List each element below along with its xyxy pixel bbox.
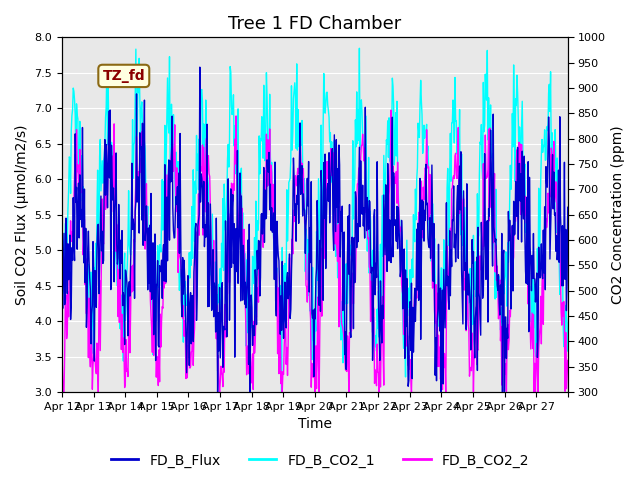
Title: Tree 1 FD Chamber: Tree 1 FD Chamber <box>228 15 401 33</box>
X-axis label: Time: Time <box>298 418 332 432</box>
Legend: FD_B_Flux, FD_B_CO2_1, FD_B_CO2_2: FD_B_Flux, FD_B_CO2_1, FD_B_CO2_2 <box>105 448 535 473</box>
Text: TZ_fd: TZ_fd <box>102 69 145 83</box>
Y-axis label: CO2 Concentration (ppm): CO2 Concentration (ppm) <box>611 125 625 304</box>
Y-axis label: Soil CO2 Flux (μmol/m2/s): Soil CO2 Flux (μmol/m2/s) <box>15 124 29 305</box>
